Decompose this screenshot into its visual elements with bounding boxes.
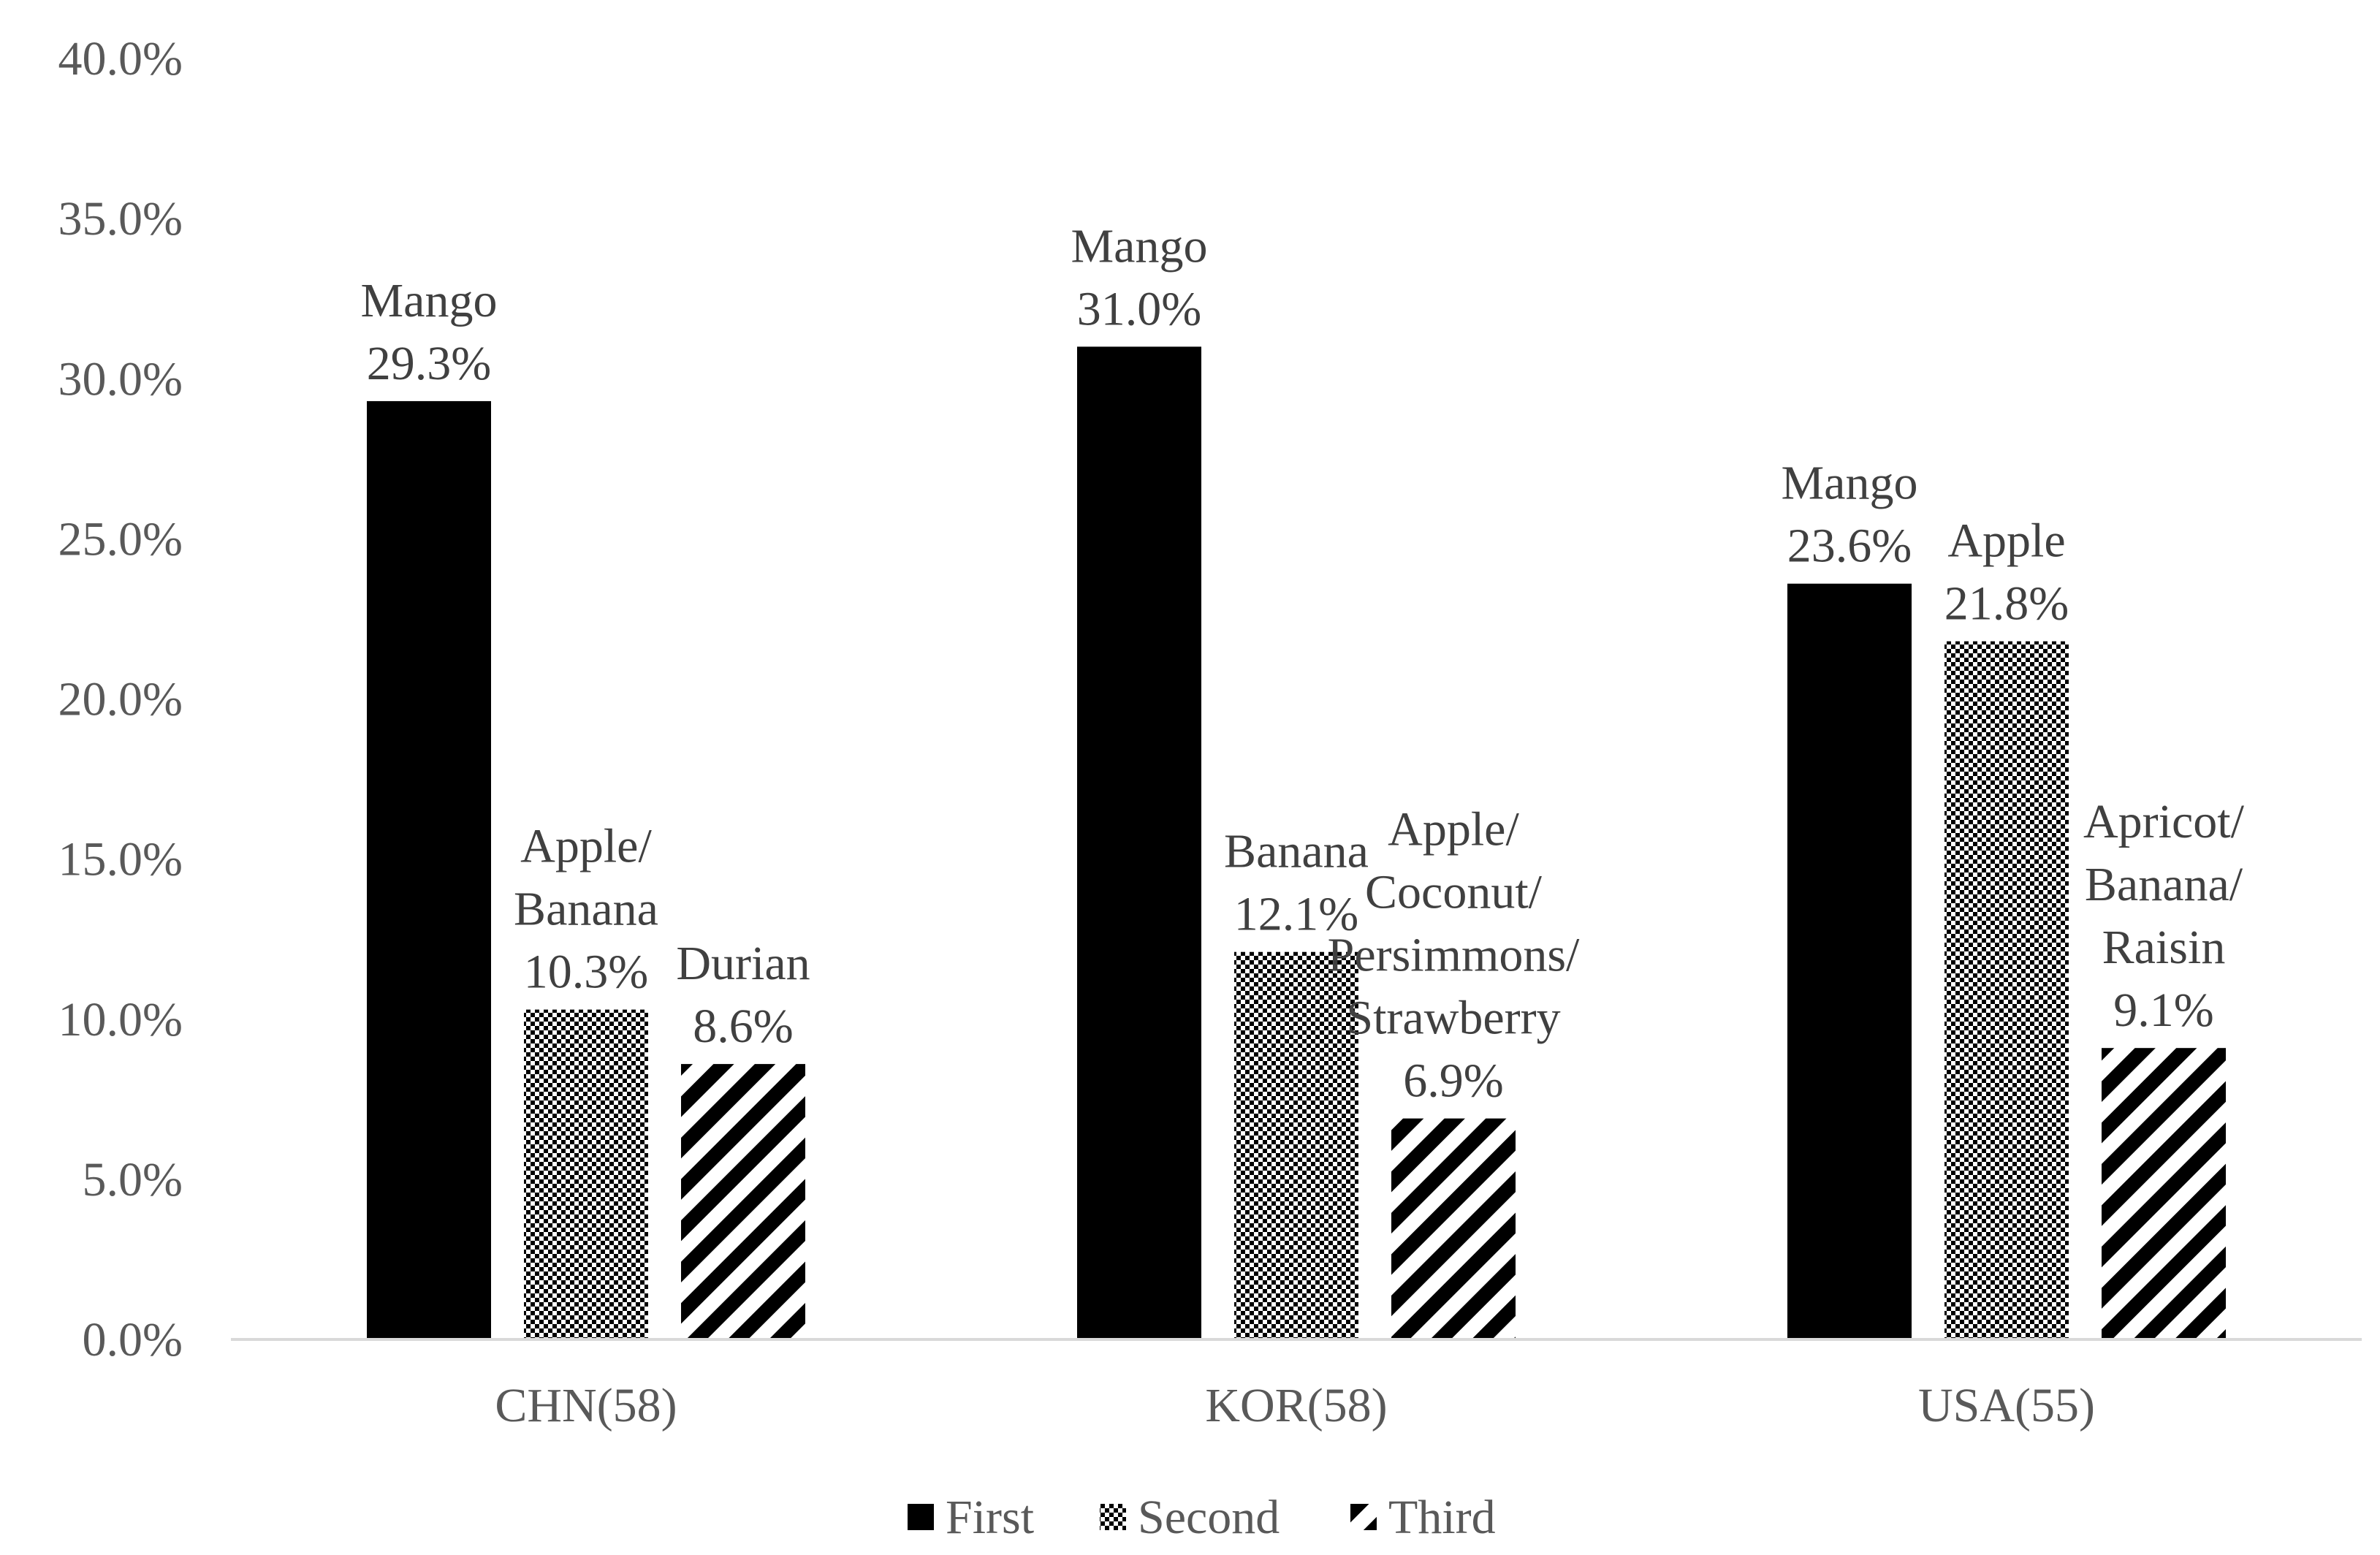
legend-item-first: First (908, 1491, 1034, 1544)
x-tick-label: CHN(58) (495, 1379, 677, 1432)
data-label-second-usa-55: Apple 21.8% (1944, 514, 2069, 631)
bar-first-kor-58 (1077, 346, 1201, 1339)
legend-swatch-third (1350, 1504, 1377, 1530)
legend-label-third: Third (1388, 1491, 1496, 1544)
x-tick-label: USA(55) (1918, 1379, 2095, 1432)
y-tick-label: 15.0% (58, 833, 183, 886)
bar-second-chn-58 (524, 1009, 648, 1339)
y-tick-label: 40.0% (58, 32, 183, 85)
y-tick-label: 30.0% (58, 352, 183, 406)
data-label-third-chn-58: Durian 8.6% (676, 937, 810, 1053)
y-tick-label: 35.0% (58, 192, 183, 246)
bar-second-usa-55 (1944, 641, 2069, 1339)
bar-second-kor-58 (1234, 951, 1358, 1339)
data-label-third-kor-58: Apple/Coconut/Persimmons/Strawberry 6.9% (1328, 803, 1580, 1108)
bar-third-usa-55 (2102, 1048, 2226, 1339)
y-tick-label: 20.0% (58, 673, 183, 726)
y-tick-label: 5.0% (83, 1153, 183, 1206)
legend-label-first: First (946, 1491, 1034, 1544)
y-axis-ticks: 0.0% 5.0% 10.0% 15.0% 20.0% 25.0% 30.0% 35.0% 40… (58, 32, 183, 1366)
data-labels: Mango 29.3% Apple/Banana 10.3% Durian 8.6% Man… (361, 219, 2245, 1107)
bar-first-usa-55 (1787, 583, 1912, 1339)
bar-first-chn-58 (367, 400, 491, 1339)
y-tick-label: 25.0% (58, 512, 183, 566)
data-label-first-kor-58: Mango 31.0% (1071, 219, 1208, 335)
legend-item-second: Second (1100, 1491, 1280, 1544)
legend-label-second: Second (1138, 1491, 1280, 1544)
data-label-first-usa-55: Mango 23.6% (1782, 457, 1918, 573)
legend-swatch-second (1100, 1504, 1126, 1530)
bar-third-kor-58 (1391, 1118, 1516, 1339)
data-label-third-usa-55: Apricot/Banana/Raisin 9.1% (2083, 795, 2245, 1037)
data-label-second-kor-58: Banana 12.1% (1224, 825, 1369, 941)
data-label-second-chn-58: Apple/Banana 10.3% (514, 820, 658, 999)
x-axis-category-labels: CHN(58) KOR(58) USA(55) (495, 1379, 2095, 1432)
x-tick-label: KOR(58) (1205, 1379, 1387, 1432)
legend: First Second Third (908, 1491, 1496, 1544)
y-tick-label: 10.0% (58, 993, 183, 1046)
legend-swatch-first (908, 1504, 934, 1530)
legend-item-third: Third (1350, 1491, 1496, 1544)
bars (367, 346, 2226, 1339)
data-label-first-chn-58: Mango 29.3% (361, 274, 498, 390)
bar-third-chn-58 (681, 1064, 805, 1339)
y-tick-label: 0.0% (83, 1313, 183, 1366)
